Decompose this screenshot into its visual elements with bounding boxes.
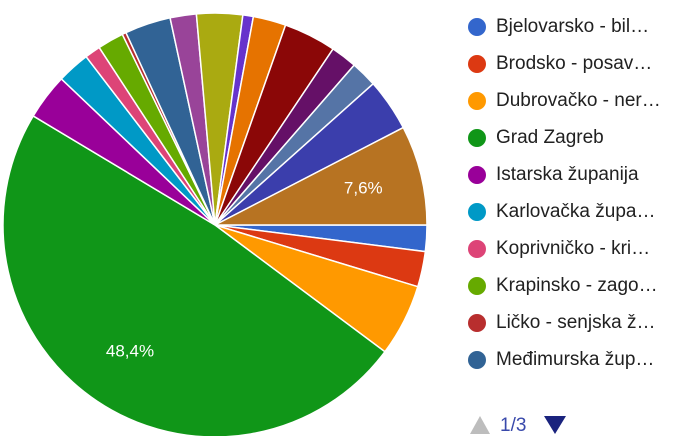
legend-label: Brodsko - posav… bbox=[496, 53, 652, 74]
legend-label: Bjelovarsko - bil… bbox=[496, 16, 649, 37]
legend-swatch bbox=[468, 129, 486, 147]
legend-label: Koprivničko - kri… bbox=[496, 238, 650, 259]
legend-label: Karlovačka župa… bbox=[496, 201, 655, 222]
legend-label: Dubrovačko - ner… bbox=[496, 90, 661, 111]
slice-label: 48,4% bbox=[106, 341, 154, 360]
legend-swatch bbox=[468, 92, 486, 110]
pie-slice bbox=[214, 126, 428, 226]
legend-swatch bbox=[468, 18, 486, 36]
legend-swatch bbox=[468, 314, 486, 332]
legend-swatch bbox=[468, 277, 486, 295]
pager-prev[interactable] bbox=[470, 416, 490, 434]
legend-swatch bbox=[468, 203, 486, 221]
legend-label: Krapinsko - zago… bbox=[496, 275, 658, 296]
pager-next[interactable] bbox=[544, 416, 566, 434]
legend-label: Grad Zagreb bbox=[496, 127, 604, 148]
pager-text: 1/3 bbox=[500, 415, 526, 436]
legend-label: Istarska županija bbox=[496, 164, 639, 185]
legend-label: Međimurska žup… bbox=[496, 349, 654, 370]
legend-label: Ličko - senjska ž… bbox=[496, 312, 655, 333]
legend-swatch bbox=[468, 351, 486, 369]
slice-label: 7,6% bbox=[344, 178, 383, 197]
legend-swatch bbox=[468, 240, 486, 258]
legend-swatch bbox=[468, 55, 486, 73]
legend-swatch bbox=[468, 166, 486, 184]
pie-slice bbox=[2, 114, 386, 436]
